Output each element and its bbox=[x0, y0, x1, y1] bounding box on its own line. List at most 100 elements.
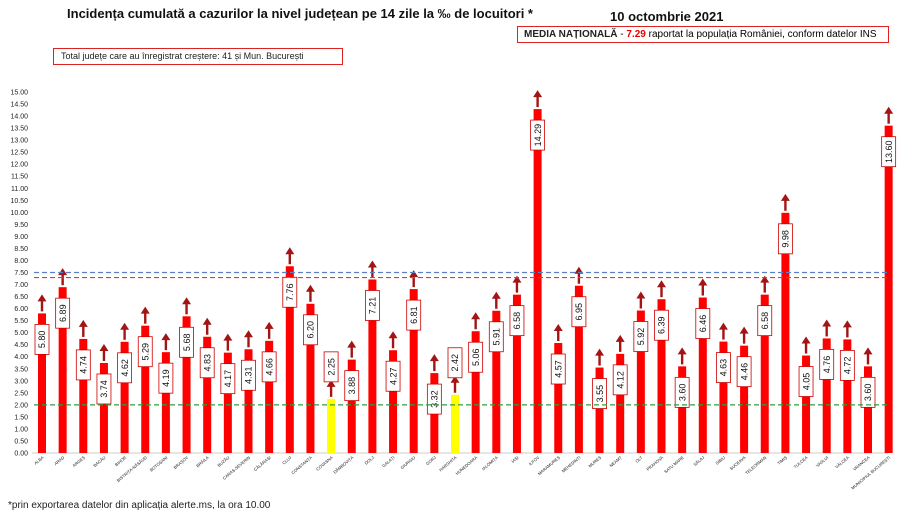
data-label: 5.68 bbox=[182, 334, 192, 352]
data-label-box bbox=[633, 321, 649, 352]
data-label-group: 5.06 bbox=[468, 341, 484, 373]
bar bbox=[698, 297, 707, 453]
data-label-group: 3.32 bbox=[426, 383, 442, 415]
x-tick-label: MARAMUREȘ bbox=[537, 455, 561, 476]
bar bbox=[719, 341, 728, 453]
data-label-group: 13.60 bbox=[881, 136, 897, 168]
data-label-group: 4.76 bbox=[819, 349, 835, 380]
x-tick-label: VASLUI bbox=[815, 455, 829, 468]
increase-arrow-head bbox=[244, 330, 253, 338]
bar bbox=[38, 313, 46, 453]
bar bbox=[327, 398, 336, 453]
data-label-group: 5.92 bbox=[633, 321, 649, 352]
data-label: 13.60 bbox=[884, 140, 894, 163]
data-label-box bbox=[75, 349, 91, 381]
data-label-box bbox=[839, 350, 855, 381]
x-tick-label: ARGEȘ bbox=[71, 455, 86, 468]
increase-arrow-head bbox=[842, 320, 852, 328]
y-tick-label: 3.50 bbox=[14, 366, 28, 373]
bar bbox=[760, 294, 769, 453]
bar-chart: 0.00 0.50 1.00 1.50 2.00 2.50 3.00 3.50 4.00 4.50… bbox=[10, 90, 897, 491]
data-label-box bbox=[199, 347, 215, 379]
data-label-box bbox=[695, 308, 711, 339]
data-label-box bbox=[736, 356, 752, 388]
bar bbox=[843, 339, 852, 453]
data-label-group: 7.76 bbox=[282, 276, 298, 308]
data-label: 4.62 bbox=[120, 359, 130, 377]
data-label: 3.74 bbox=[99, 380, 109, 398]
data-label-box bbox=[323, 351, 339, 383]
x-tick-label: GALAȚI bbox=[381, 455, 396, 468]
data-label-group: 6.95 bbox=[571, 296, 587, 328]
x-tick-label: SIBIU bbox=[715, 455, 727, 466]
data-label: 4.46 bbox=[739, 363, 749, 381]
data-label-box bbox=[798, 366, 814, 397]
increase-arrow-head bbox=[512, 275, 522, 283]
data-label: 4.83 bbox=[202, 354, 212, 372]
bar bbox=[802, 355, 811, 453]
x-tick-label: SUCEAVA bbox=[729, 455, 747, 471]
data-label-group: 4.66 bbox=[261, 351, 277, 383]
increase-arrow-head bbox=[450, 375, 460, 383]
bar bbox=[574, 285, 583, 453]
y-tick-label: 4.00 bbox=[14, 354, 28, 361]
data-label-box bbox=[612, 364, 628, 396]
increase-arrow-head bbox=[615, 334, 625, 342]
bar bbox=[636, 310, 645, 453]
data-label-box bbox=[261, 351, 277, 383]
increase-arrow-head bbox=[760, 275, 770, 283]
data-label-group: 4.31 bbox=[241, 359, 256, 391]
national-average-text: raportat la populația României, conform … bbox=[645, 29, 877, 40]
y-tick-label: 13.00 bbox=[10, 138, 28, 145]
y-tick-label: 7.50 bbox=[14, 270, 28, 277]
data-label-box bbox=[385, 360, 401, 392]
x-tick-label: SATU MARE bbox=[663, 455, 685, 474]
bar bbox=[471, 331, 480, 453]
y-tick-label: 1.00 bbox=[14, 426, 28, 433]
increase-arrow-head bbox=[161, 333, 171, 341]
bar bbox=[409, 289, 418, 453]
increase-arrow-head bbox=[884, 106, 894, 114]
y-tick-label: 8.50 bbox=[14, 246, 28, 253]
x-tick-label: VRANCEA bbox=[852, 455, 871, 472]
bar bbox=[306, 303, 315, 453]
data-label: 4.76 bbox=[822, 356, 832, 374]
data-label-group: 3.88 bbox=[344, 370, 360, 402]
data-label: 6.81 bbox=[409, 306, 419, 324]
data-label-group: 6.89 bbox=[55, 297, 71, 329]
bar bbox=[533, 109, 542, 453]
data-label: 3.55 bbox=[595, 385, 605, 403]
bar bbox=[182, 316, 191, 453]
data-label: 4.63 bbox=[719, 359, 729, 377]
data-label-group: 4.74 bbox=[75, 349, 91, 381]
bar bbox=[58, 287, 67, 453]
bar bbox=[451, 394, 459, 453]
data-label: 4.31 bbox=[244, 367, 254, 385]
data-label: 4.72 bbox=[843, 357, 853, 375]
bar bbox=[492, 310, 501, 453]
bar bbox=[389, 350, 398, 453]
x-tick-label: BOTOȘANI bbox=[149, 455, 169, 473]
data-label-box bbox=[550, 353, 566, 385]
data-label: 7.76 bbox=[285, 283, 295, 301]
data-label-box bbox=[716, 352, 731, 383]
data-label: 6.46 bbox=[698, 315, 708, 333]
data-label-box bbox=[220, 363, 236, 395]
data-label-box bbox=[303, 314, 318, 346]
data-label-box bbox=[509, 305, 525, 337]
data-label: 6.95 bbox=[574, 303, 584, 321]
data-label-group: 4.12 bbox=[612, 364, 628, 396]
increase-arrow-head bbox=[471, 312, 481, 320]
footnote: *prin exportarea datelor din aplicația a… bbox=[8, 500, 271, 511]
x-tick-label: CONSTANȚA bbox=[290, 455, 313, 475]
increase-arrow-head bbox=[120, 322, 130, 330]
x-tick-label: COVASNA bbox=[315, 455, 334, 472]
increase-arrow-head bbox=[37, 294, 47, 302]
y-tick-label: 9.00 bbox=[14, 234, 28, 241]
data-label-box bbox=[241, 359, 256, 391]
data-label-group: 6.39 bbox=[654, 309, 669, 341]
x-tick-label: NEAMȚ bbox=[608, 455, 623, 469]
data-label-group: 4.05 bbox=[798, 366, 814, 397]
y-tick-label: 0.00 bbox=[14, 451, 28, 458]
data-label: 3.88 bbox=[347, 377, 357, 395]
